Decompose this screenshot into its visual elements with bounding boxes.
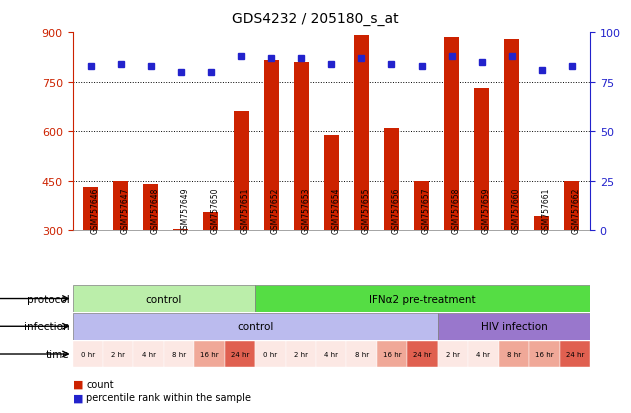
Text: GSM757654: GSM757654 xyxy=(331,187,340,234)
Bar xyxy=(564,181,579,231)
Text: control: control xyxy=(237,321,273,332)
Text: GSM757652: GSM757652 xyxy=(271,187,280,234)
Text: 4 hr: 4 hr xyxy=(476,351,490,357)
Text: 2 hr: 2 hr xyxy=(294,351,308,357)
Bar xyxy=(255,341,286,368)
Text: 16 hr: 16 hr xyxy=(535,351,553,357)
Text: 24 hr: 24 hr xyxy=(413,351,432,357)
Text: 8 hr: 8 hr xyxy=(172,351,186,357)
Text: GSM757656: GSM757656 xyxy=(391,187,401,234)
Text: count: count xyxy=(86,379,114,389)
Text: GSM757660: GSM757660 xyxy=(512,187,521,234)
Bar xyxy=(498,341,529,368)
Text: GSM757658: GSM757658 xyxy=(452,187,461,234)
Text: GDS4232 / 205180_s_at: GDS4232 / 205180_s_at xyxy=(232,12,399,26)
Bar xyxy=(143,185,158,231)
Text: 24 hr: 24 hr xyxy=(565,351,584,357)
Bar xyxy=(438,341,468,368)
Text: GSM757657: GSM757657 xyxy=(422,187,430,234)
Text: GSM757661: GSM757661 xyxy=(542,187,551,234)
Text: 4 hr: 4 hr xyxy=(324,351,338,357)
Bar xyxy=(316,341,346,368)
Bar xyxy=(174,229,189,231)
Bar xyxy=(444,38,459,231)
Text: GSM757650: GSM757650 xyxy=(211,187,220,234)
Text: GSM757655: GSM757655 xyxy=(362,187,370,234)
Bar xyxy=(474,89,489,231)
Bar xyxy=(324,135,339,231)
Text: 8 hr: 8 hr xyxy=(355,351,369,357)
Text: 2 hr: 2 hr xyxy=(111,351,125,357)
Bar xyxy=(73,313,438,340)
Text: 0 hr: 0 hr xyxy=(81,351,95,357)
Text: ■: ■ xyxy=(73,392,83,402)
Bar xyxy=(194,341,225,368)
Text: IFNα2 pre-treatment: IFNα2 pre-treatment xyxy=(369,294,476,304)
Text: GSM757653: GSM757653 xyxy=(301,187,310,234)
Bar xyxy=(225,341,255,368)
Text: HIV infection: HIV infection xyxy=(481,321,547,332)
Bar xyxy=(73,341,103,368)
Bar xyxy=(133,341,164,368)
Bar xyxy=(164,341,194,368)
Text: percentile rank within the sample: percentile rank within the sample xyxy=(86,392,251,402)
Text: protocol: protocol xyxy=(27,294,69,304)
Text: infection: infection xyxy=(24,321,69,332)
Bar xyxy=(113,181,128,231)
Bar xyxy=(414,181,429,231)
Bar xyxy=(384,129,399,231)
Text: GSM757662: GSM757662 xyxy=(572,187,581,234)
Bar xyxy=(255,285,590,312)
Bar xyxy=(293,63,309,231)
Bar xyxy=(233,112,249,231)
Text: 4 hr: 4 hr xyxy=(141,351,156,357)
Text: GSM757647: GSM757647 xyxy=(121,187,130,234)
Bar xyxy=(346,341,377,368)
Text: GSM757648: GSM757648 xyxy=(151,187,160,234)
Bar xyxy=(529,341,560,368)
Text: 16 hr: 16 hr xyxy=(383,351,401,357)
Text: ■: ■ xyxy=(73,379,83,389)
Bar xyxy=(103,341,133,368)
Bar xyxy=(438,313,590,340)
Text: 24 hr: 24 hr xyxy=(231,351,249,357)
Text: GSM757649: GSM757649 xyxy=(181,187,190,234)
Bar xyxy=(408,341,438,368)
Bar xyxy=(73,285,255,312)
Bar xyxy=(560,341,590,368)
Text: GSM757659: GSM757659 xyxy=(481,187,491,234)
Bar xyxy=(286,341,316,368)
Bar xyxy=(203,213,218,231)
Text: GSM757651: GSM757651 xyxy=(241,187,250,234)
Text: 2 hr: 2 hr xyxy=(446,351,460,357)
Text: control: control xyxy=(146,294,182,304)
Bar xyxy=(264,61,279,231)
Bar xyxy=(354,36,369,231)
Bar xyxy=(377,341,408,368)
Bar xyxy=(83,188,98,231)
Bar xyxy=(534,216,550,231)
Text: 0 hr: 0 hr xyxy=(263,351,278,357)
Bar xyxy=(504,40,519,231)
Bar xyxy=(468,341,498,368)
Text: 16 hr: 16 hr xyxy=(200,351,219,357)
Text: time: time xyxy=(46,349,69,359)
Text: 8 hr: 8 hr xyxy=(507,351,521,357)
Text: GSM757646: GSM757646 xyxy=(91,187,100,234)
